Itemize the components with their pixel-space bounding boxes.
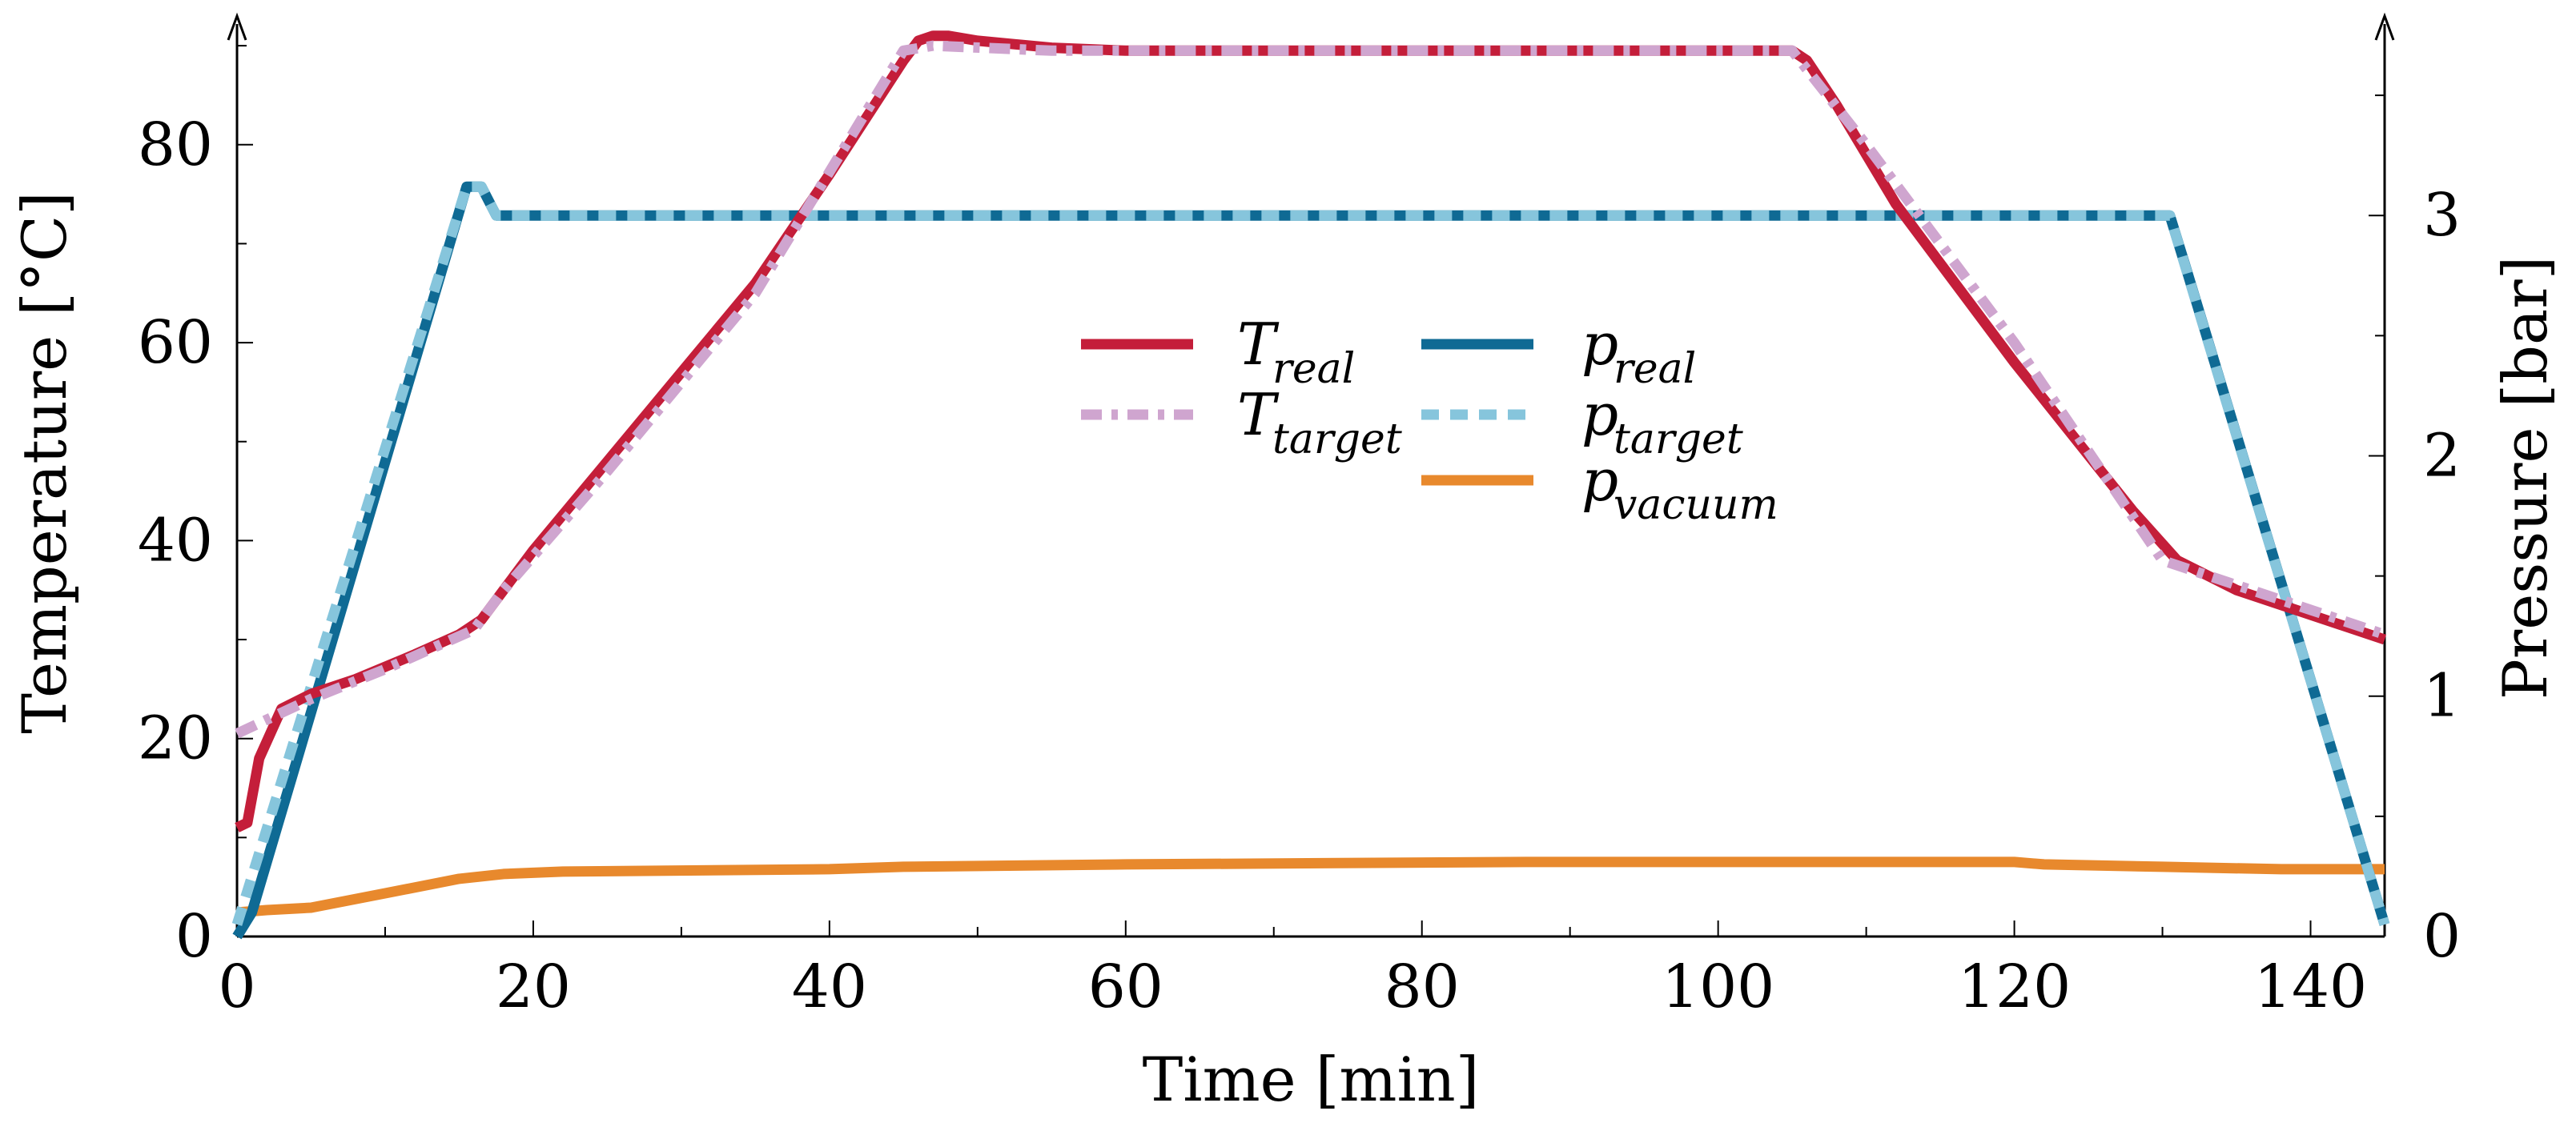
- y-left-arrow-icon: [227, 12, 247, 41]
- legend-label-t-real: T: [1237, 311, 1280, 378]
- x-tick-label: 80: [1384, 953, 1460, 1021]
- y-left-tick-label: 0: [175, 902, 213, 971]
- legend-sublabel-t-target: target: [1272, 415, 1402, 463]
- legend-sublabel-p-real: real: [1614, 345, 1696, 393]
- legend-label-t-target: T: [1237, 381, 1280, 448]
- x-tick-label: 60: [1088, 953, 1163, 1021]
- legend-sublabel-p-vacuum: vacuum: [1614, 481, 1778, 529]
- y-right-tick-label: 3: [2423, 181, 2461, 250]
- y-right-tick-label: 1: [2423, 662, 2461, 731]
- axes: 0 20 40 60 80 100 120 140 0 20 40 60 80 0 1 2 3 Time [min…: [9, 12, 2561, 1115]
- x-tick-label: 100: [1662, 953, 1774, 1021]
- y-right-tick-label: 0: [2423, 902, 2461, 971]
- legend-label-p-vacuum: p: [1581, 447, 1618, 514]
- x-tick-label: 20: [496, 953, 571, 1021]
- legend-label-p-target: p: [1581, 381, 1618, 448]
- series-lines: [231, 30, 2390, 940]
- y-left-tick-label: 80: [138, 110, 213, 179]
- legend-sublabel-p-target: target: [1614, 415, 1743, 463]
- y-left-tick-label: 60: [138, 308, 213, 377]
- series-line-p-vacuum: [236, 856, 2385, 918]
- y-left-tick-label: 20: [138, 704, 213, 773]
- series-line-t-target: [235, 40, 2387, 739]
- series-line-p-real: [232, 181, 2390, 940]
- legend-label-p-real: p: [1581, 311, 1618, 378]
- series-line-p-target: [231, 181, 2390, 926]
- x-tick-label: 40: [792, 953, 867, 1021]
- y-right-axis-title: Pressure [bar]: [2490, 256, 2561, 700]
- x-tick-label: 140: [2254, 953, 2367, 1021]
- y-right-arrow-icon: [2374, 12, 2395, 41]
- y-left-axis-title: Temperature [°C]: [9, 191, 80, 734]
- x-tick-label: 120: [1958, 953, 2071, 1021]
- y-left-tick-label: 40: [138, 506, 213, 575]
- y-right-tick-label: 2: [2423, 421, 2461, 490]
- x-axis-title: Time [min]: [1143, 1044, 1480, 1115]
- legend-sublabel-t-real: real: [1272, 345, 1355, 393]
- x-tick-label: 0: [218, 953, 255, 1021]
